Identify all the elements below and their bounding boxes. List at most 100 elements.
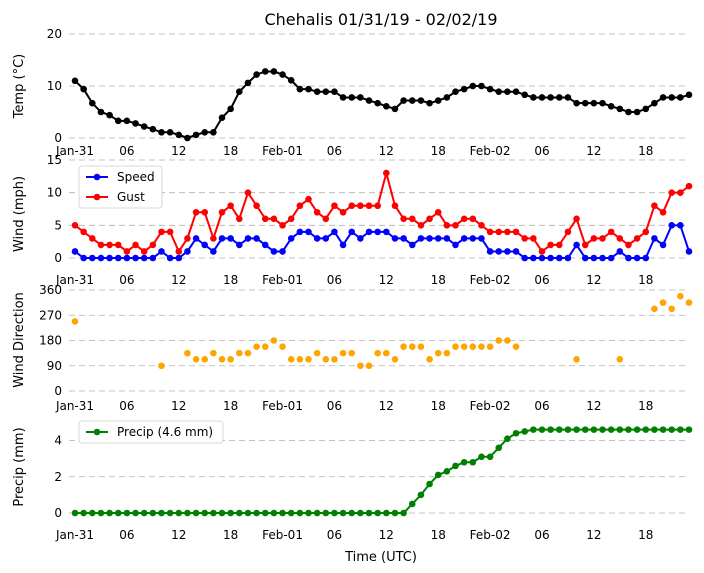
data-point — [244, 349, 252, 357]
data-point — [685, 182, 693, 190]
data-point — [279, 222, 286, 229]
data-point — [573, 99, 580, 107]
data-point — [236, 215, 243, 223]
data-point — [417, 235, 425, 242]
data-point — [365, 509, 373, 517]
legend-marker — [93, 428, 101, 436]
data-point — [616, 105, 624, 113]
data-point — [132, 509, 139, 517]
y-tick-label: 180 — [39, 334, 62, 348]
data-point — [555, 94, 563, 101]
data-point — [426, 99, 433, 107]
data-point — [486, 343, 494, 350]
data-point — [383, 349, 390, 357]
data-point — [383, 228, 390, 236]
data-point — [443, 94, 451, 101]
x-tick-label: 12 — [379, 399, 394, 413]
data-point — [599, 426, 606, 433]
data-point — [512, 88, 520, 96]
data-point — [253, 235, 260, 242]
data-point — [210, 235, 217, 242]
data-point — [270, 337, 278, 344]
data-point — [322, 356, 330, 363]
series-series-1 — [71, 292, 693, 370]
data-point — [651, 202, 658, 210]
x-axis-label: Time (UTC) — [344, 550, 417, 565]
data-point — [443, 235, 451, 242]
data-point — [374, 202, 381, 210]
data-point — [279, 343, 286, 350]
data-point — [227, 509, 234, 517]
data-point — [270, 509, 278, 517]
data-point — [685, 299, 693, 306]
data-point — [625, 426, 632, 433]
data-point — [261, 343, 269, 350]
x-tick-label: 18 — [431, 528, 446, 542]
data-point — [71, 248, 79, 255]
data-point — [564, 254, 572, 262]
legend-marker — [93, 193, 101, 201]
data-point — [227, 356, 234, 363]
data-point — [261, 509, 269, 517]
data-point — [677, 222, 684, 229]
data-point — [677, 94, 684, 101]
data-point — [495, 88, 503, 96]
panel-3: 0 90 180 270 360 Wind Direction Jan-31 06 12 18 Fe… — [12, 283, 693, 413]
data-point — [106, 241, 113, 249]
x-tick-label: 18 — [638, 528, 653, 542]
data-point — [426, 356, 433, 363]
y-tick-label: 0 — [54, 384, 62, 398]
data-point — [279, 509, 286, 517]
x-tick-label: 06 — [327, 528, 342, 542]
data-point — [478, 343, 485, 350]
data-point — [685, 91, 693, 99]
data-point — [547, 426, 554, 433]
x-tick-label: 12 — [171, 273, 186, 287]
data-point — [547, 241, 554, 249]
data-point — [555, 241, 563, 249]
data-point — [668, 222, 675, 229]
data-point — [651, 426, 658, 433]
y-axis-label: Wind (mph) — [12, 176, 27, 252]
data-point — [434, 208, 442, 216]
data-point — [227, 105, 234, 113]
data-point — [590, 235, 598, 242]
data-point — [357, 235, 364, 242]
x-tick-label: 06 — [327, 399, 342, 413]
panel-1: 0 10 20 Temp (°C) Jan-31 06 12 18 Feb-01 06 12 18 Fe… — [12, 27, 693, 158]
data-point — [599, 235, 606, 242]
data-point — [106, 509, 113, 517]
data-point — [218, 235, 226, 242]
data-point — [357, 202, 364, 210]
data-point — [581, 99, 589, 107]
data-point — [460, 215, 468, 223]
legend-label: Precip (4.6 mm) — [117, 425, 213, 439]
data-point — [114, 509, 122, 517]
x-tick-label: 06 — [534, 399, 549, 413]
data-point — [668, 426, 675, 433]
data-point — [573, 215, 580, 223]
x-tick-label: 12 — [171, 528, 186, 542]
data-point — [322, 235, 330, 242]
data-point — [132, 241, 139, 249]
data-point — [210, 128, 217, 136]
x-tick-label: Feb-01 — [262, 399, 303, 413]
data-point — [261, 241, 269, 249]
y-tick-label: 0 — [54, 506, 62, 520]
data-point — [305, 195, 312, 203]
data-point — [175, 131, 183, 139]
data-point — [140, 248, 148, 255]
data-point — [452, 88, 459, 96]
data-point — [469, 235, 477, 242]
data-point — [158, 509, 165, 517]
data-point — [521, 254, 528, 262]
x-tick-label: 12 — [171, 399, 186, 413]
data-point — [201, 241, 209, 249]
data-point — [478, 222, 485, 229]
data-point — [478, 235, 485, 242]
data-point — [434, 235, 442, 242]
data-point — [538, 254, 546, 262]
data-point — [677, 426, 684, 433]
data-point — [270, 215, 278, 223]
